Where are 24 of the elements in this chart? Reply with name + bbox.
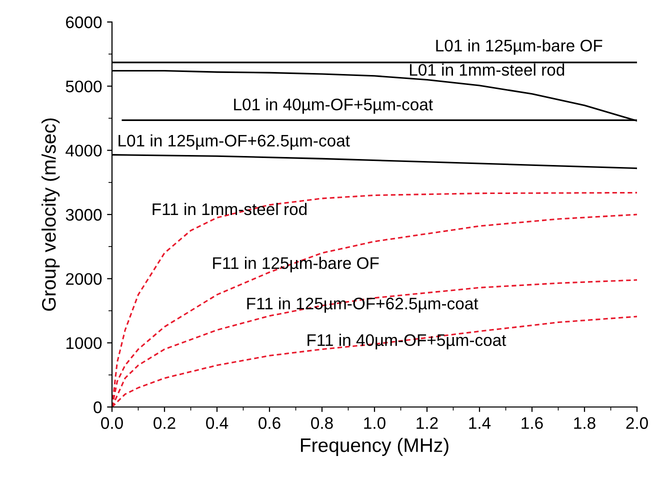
x-tick-label: 0.2 <box>154 417 176 429</box>
y-tick-label: 3000 <box>66 208 102 221</box>
x-tick-label: 1.4 <box>469 417 491 429</box>
x-tick-label: 0.6 <box>258 417 280 429</box>
y-axis-title: Group velocity (m/sec) <box>42 118 60 311</box>
y-tick-label: 5000 <box>66 80 102 92</box>
x-tick-label: 0.0 <box>101 417 123 429</box>
x-tick-label: 0.4 <box>206 417 228 429</box>
annotation: L01 in 125µm-bare OF <box>436 39 602 55</box>
x-tick-label: 1.2 <box>416 417 438 429</box>
y-tick-label: 1000 <box>66 337 102 350</box>
y-tick-label: 2000 <box>66 273 102 285</box>
x-tick-label: 1.8 <box>574 417 596 429</box>
y-tick-label: 4000 <box>66 144 102 157</box>
x-tick-label: 0.8 <box>311 417 333 429</box>
y-tick-label: 0 <box>94 401 102 414</box>
x-tick-label: 1.0 <box>364 417 386 429</box>
y-tick-label: 6000 <box>66 16 102 28</box>
x-axis-title: Frequency (MHz) <box>301 438 448 456</box>
annotation: L01 in 125µm-OF+62.5µm-coat <box>118 134 350 150</box>
x-tick-label: 2.0 <box>626 417 648 429</box>
annotation: L01 in 1mm-steel rod <box>410 64 564 76</box>
annotation: L01 in 40µm-OF+5µm-coat <box>234 98 433 114</box>
x-tick-label: 1.6 <box>522 417 543 429</box>
